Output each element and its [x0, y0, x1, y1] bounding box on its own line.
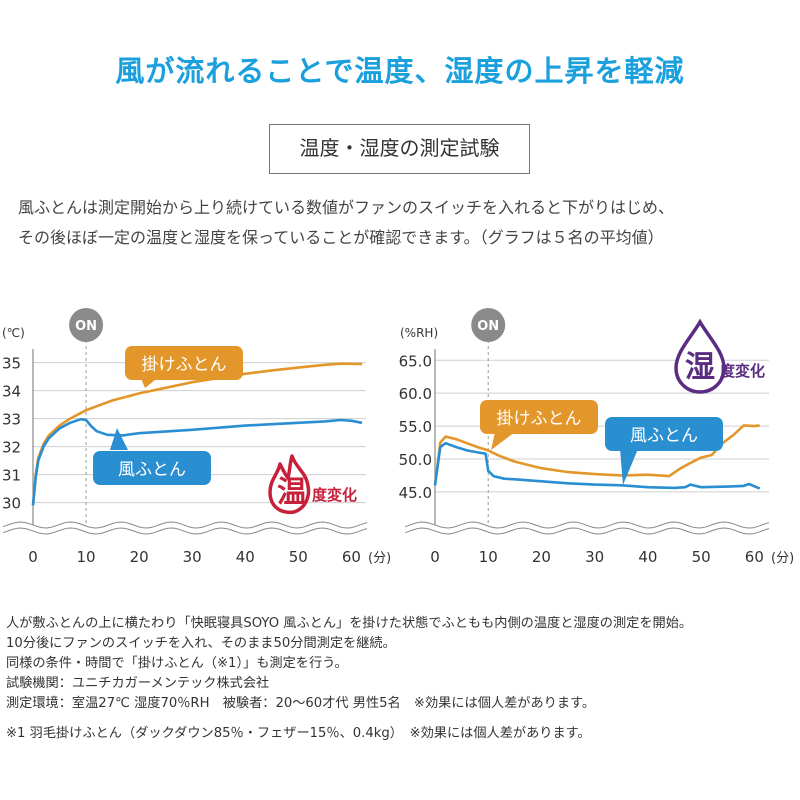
x-tick-label: 20 [532, 548, 551, 566]
droplet-shape [674, 318, 726, 394]
callout-box [480, 400, 598, 434]
y-tick-label: 30 [2, 495, 21, 513]
x-axis-unit: (分) [368, 551, 391, 566]
series-line-kakefuton [433, 424, 760, 486]
callout-pointer [110, 428, 128, 450]
x-tick-label: 40 [236, 548, 255, 566]
footnotes: 人が敷ふとんの上に横たわり「快眠寝具SOYO 風ふとん」を掛けた状態でふともも内… [6, 614, 798, 744]
footnote-line: 10分後にファンのスイッチを入れ、そのまま50分間測定を継続。 [6, 636, 396, 651]
x-tick-label: 40 [638, 548, 657, 566]
y-tick-label: 33 [2, 411, 21, 429]
temperature-chart: (℃) 35 34 33 32 31 30 ON 0 10 20 30 40 50 60 (分) 掛けふとん風ふ… [2, 308, 391, 566]
y-axis-unit: (℃) [2, 326, 25, 340]
intro-line: その後ほぼ一定の温度と湿度を保っていることが確認できます。（グラフは５名の平均値… [18, 228, 664, 247]
y-tick-label: 65.0 [399, 352, 432, 370]
on-badge [471, 308, 506, 342]
axis-break [404, 527, 770, 535]
x-tick-label: 60 [745, 548, 764, 566]
y-tick-label: 31 [2, 467, 21, 485]
y-tick-label: 35 [2, 355, 21, 373]
x-tick-label: 50 [289, 548, 308, 566]
y-tick-label: 34 [2, 383, 21, 401]
series-line-kazefuton [433, 441, 761, 490]
footnote-line: 同様の条件・時間で「掛けふとん（※1）」も測定を行う。 [6, 656, 348, 671]
x-tick-label: 10 [479, 548, 498, 566]
x-tick-label: 60 [342, 548, 361, 566]
y-tick-label: 45.0 [399, 484, 432, 502]
x-tick-label: 0 [430, 548, 440, 566]
on-badge-label: ON [75, 319, 97, 334]
footnote-line: 測定環境：室温27℃ 湿度70％RH 被験者：20〜60才代 男性5名 ※効果に… [6, 696, 596, 711]
footnote-line: 人が敷ふとんの上に横たわり「快眠寝具SOYO 風ふとん」を掛けた状態でふともも内… [6, 616, 693, 631]
badge-big-char: 温 [277, 475, 307, 510]
callout-label: 掛けふとん [497, 409, 582, 429]
axis-break [2, 527, 368, 535]
x-tick-label: 0 [28, 548, 38, 566]
x-tick-label: 50 [692, 548, 711, 566]
callout-box [605, 417, 723, 451]
callout-label: 風ふとん [118, 460, 186, 480]
intro-line: 風ふとんは測定開始から上り続けている数値がファンのスイッチを入れると下がりはじめ… [18, 198, 675, 217]
callout-label: 風ふとん [630, 426, 698, 446]
callout-pointer [620, 449, 638, 485]
y-axis-unit: (%RH) [400, 326, 438, 340]
callout-label: 掛けふとん [142, 355, 227, 375]
intro-text: 風ふとんは測定開始から上り続けている数値がファンのスイッチを入れると下がりはじめ… [18, 193, 788, 253]
footnote-line: 試験機関：ユニチカガーメンテック株式会社 [6, 676, 270, 691]
axis-break-fill [3, 522, 368, 534]
series-line-kakefuton [31, 362, 363, 506]
callout-pointer [491, 432, 515, 450]
on-badge-label: ON [477, 319, 499, 334]
badge-big-char: 湿 [685, 350, 715, 385]
flame-icon: 温度変化 [268, 454, 357, 515]
footnote-line: ※1 羽毛掛けふとん（ダックダウン85％・フェザー15％、0.4kg） ※効果に… [6, 726, 591, 741]
axis-break [2, 521, 368, 529]
y-tick-label: 50.0 [399, 451, 432, 469]
y-tick-label: 60.0 [399, 385, 432, 403]
y-tick-label: 32 [2, 439, 21, 457]
badge-text: 度変化 [720, 362, 765, 380]
x-tick-label: 30 [585, 548, 604, 566]
axis-break [404, 521, 770, 529]
callout-box [93, 451, 211, 485]
on-badge [69, 308, 104, 342]
x-tick-label: 30 [183, 548, 202, 566]
flame-shape [268, 454, 311, 515]
x-axis-unit: (分) [771, 551, 794, 566]
callout-box [125, 346, 243, 380]
badge-text: 度変化 [312, 486, 357, 504]
x-tick-label: 20 [130, 548, 149, 566]
section-title: 温度・湿度の測定試験 [269, 124, 530, 174]
headline: 風が流れることで温度、湿度の上昇を軽減 [115, 54, 685, 88]
y-tick-label: 55.0 [399, 418, 432, 436]
axis-break-fill [405, 522, 771, 534]
series-line-kazefuton [31, 417, 363, 506]
x-tick-label: 10 [77, 548, 96, 566]
droplet-icon: 湿度変化 [674, 318, 765, 394]
humidity-chart: (%RH) 65.0 60.0 55.0 50.0 45.0 ON 0 10 20 30 40 50 60… [399, 308, 794, 566]
